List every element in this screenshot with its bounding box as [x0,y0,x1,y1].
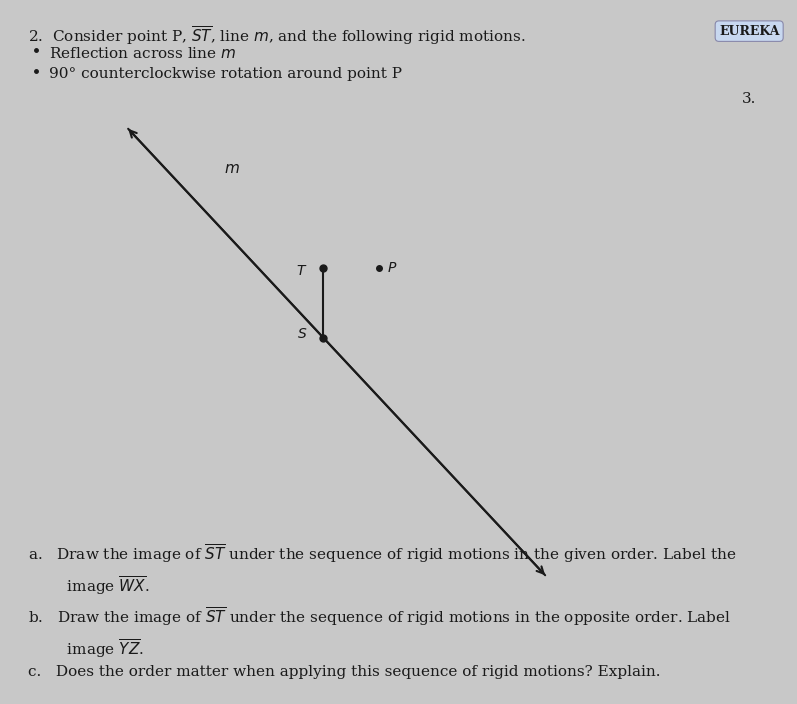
Text: $m$: $m$ [225,162,240,176]
Text: b.   Draw the image of $\overline{ST}$ under the sequence of rigid motions in th: b. Draw the image of $\overline{ST}$ und… [28,605,732,660]
Text: a.   Draw the image of $\overline{ST}$ under the sequence of rigid motions in th: a. Draw the image of $\overline{ST}$ und… [28,542,736,596]
Text: 3.: 3. [742,92,756,106]
Text: 2.  Consider point P, $\overline{ST}$, line $m$, and the following rigid motions: 2. Consider point P, $\overline{ST}$, li… [28,25,525,47]
Text: $P$: $P$ [387,260,398,275]
Text: c.   Does the order matter when applying this sequence of rigid motions? Explain: c. Does the order matter when applying t… [28,665,661,679]
Text: $S$: $S$ [296,327,307,341]
Text: $T$: $T$ [296,264,307,278]
Text: Reflection across line $m$: Reflection across line $m$ [49,46,237,61]
Text: 90° counterclockwise rotation around point P: 90° counterclockwise rotation around poi… [49,67,402,81]
Text: EUREKA: EUREKA [719,25,779,37]
